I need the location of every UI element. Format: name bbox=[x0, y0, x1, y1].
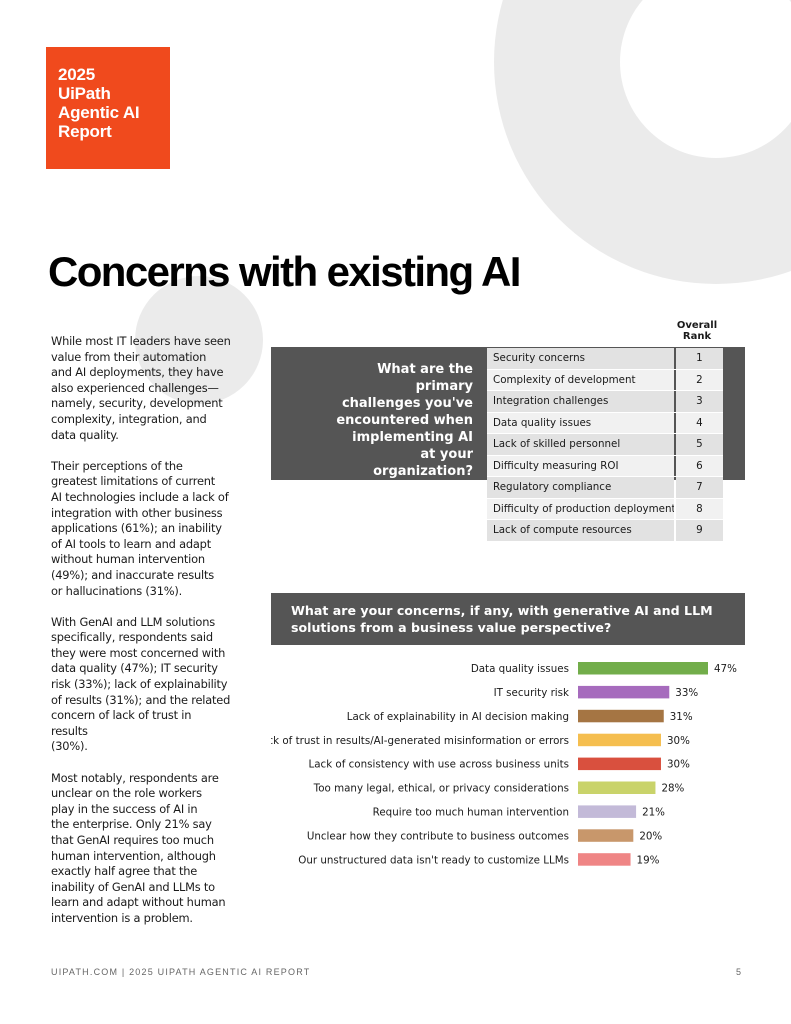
bar-category-label: Our unstructured data isn't ready to cus… bbox=[298, 854, 569, 866]
bar-value-label: 19% bbox=[637, 854, 660, 866]
bar-category-label: Too many legal, ethical, or privacy cons… bbox=[313, 783, 569, 795]
rank-row-number: 1 bbox=[675, 348, 723, 369]
rank-row-label: Lack of skilled personnel bbox=[487, 434, 674, 455]
bar-category-label: Unclear how they contribute to business … bbox=[307, 830, 569, 842]
report-badge: 2025 UiPath Agentic AI Report bbox=[46, 47, 170, 169]
rank-row-label: Integration challenges bbox=[487, 391, 674, 412]
rank-row: Difficulty measuring ROI 6 bbox=[487, 455, 723, 477]
bar-category-label: IT security risk bbox=[494, 687, 569, 699]
body-paragraph: Their perceptions of the greatest limita… bbox=[51, 458, 229, 598]
bar-category-label: Data quality issues bbox=[471, 663, 569, 675]
bar-value-label: 31% bbox=[670, 711, 693, 723]
rank-row-number: 3 bbox=[675, 391, 723, 412]
bar-value-label: 20% bbox=[639, 830, 662, 842]
rank-row-number: 5 bbox=[675, 434, 723, 455]
rank-row: Regulatory compliance 7 bbox=[487, 477, 723, 499]
bar-category-label: Lack of explainability in AI decision ma… bbox=[347, 711, 569, 723]
rank-row-label: Lack of compute resources bbox=[487, 520, 674, 541]
body-text: While most IT leaders have seen value fr… bbox=[51, 334, 231, 942]
bar bbox=[578, 662, 708, 675]
overall-rank-header: Overall Rank bbox=[676, 320, 718, 342]
bar-category-label: Require too much human intervention bbox=[373, 806, 569, 818]
page-title: Concerns with existing AI bbox=[48, 248, 521, 295]
rank-row: Data quality issues 4 bbox=[487, 412, 723, 434]
report-badge-text: 2025 UiPath Agentic AI Report bbox=[58, 65, 140, 141]
rank-row-label: Regulatory compliance bbox=[487, 477, 674, 498]
body-paragraph: While most IT leaders have seen value fr… bbox=[51, 334, 231, 442]
rank-row: Difficulty of production deployment 8 bbox=[487, 498, 723, 520]
bar bbox=[578, 709, 664, 723]
rank-row-number: 4 bbox=[675, 412, 723, 433]
bar bbox=[578, 781, 656, 794]
rank-row: Security concerns 1 bbox=[487, 348, 723, 370]
rank-row-label: Security concerns bbox=[487, 348, 674, 369]
footer-text: UIPATH.COM | 2025 UIPATH AGENTIC AI REPO… bbox=[51, 967, 311, 977]
rank-row-label: Difficulty measuring ROI bbox=[487, 455, 674, 476]
bar bbox=[578, 853, 631, 866]
rank-row: Lack of compute resources 9 bbox=[487, 520, 723, 542]
rank-row: Lack of skilled personnel 5 bbox=[487, 434, 723, 456]
rank-row-label: Difficulty of production deployment bbox=[487, 498, 674, 519]
bar-category-label: Lack of trust in results/AI-generated mi… bbox=[271, 735, 569, 747]
bar-value-label: 33% bbox=[675, 687, 698, 699]
body-paragraph: Most notably, respondents are unclear on… bbox=[51, 770, 226, 925]
rank-row-label: Complexity of development bbox=[487, 369, 674, 390]
bar bbox=[578, 829, 634, 842]
bar bbox=[578, 805, 637, 818]
bar bbox=[578, 733, 661, 747]
bar bbox=[578, 685, 670, 699]
bar-value-label: 30% bbox=[667, 735, 690, 747]
concerns-question: What are your concerns, if any, with gen… bbox=[291, 603, 713, 635]
rank-row-number: 8 bbox=[675, 498, 723, 519]
challenges-question: What are the primary challenges you've e… bbox=[336, 362, 473, 479]
rank-row-label: Data quality issues bbox=[487, 412, 674, 433]
bar-value-label: 28% bbox=[661, 783, 684, 795]
bar bbox=[578, 757, 661, 771]
rank-row-number: 2 bbox=[675, 369, 723, 390]
rank-row: Complexity of development 2 bbox=[487, 369, 723, 391]
body-paragraph: With GenAI and LLM solutions specificall… bbox=[51, 614, 231, 754]
bar-category-label: Lack of consistency with use across busi… bbox=[308, 759, 569, 771]
bar-value-label: 30% bbox=[667, 759, 690, 771]
rank-row: Integration challenges 3 bbox=[487, 391, 723, 413]
bar-value-label: 47% bbox=[714, 663, 737, 675]
challenges-rank-table: Security concerns 1 Complexity of developm… bbox=[487, 348, 723, 542]
concerns-question-panel: What are your concerns, if any, with gen… bbox=[271, 593, 745, 645]
rank-row-number: 6 bbox=[675, 455, 723, 476]
rank-row-number: 7 bbox=[675, 477, 723, 498]
bar-value-label: 21% bbox=[642, 806, 665, 818]
rank-row-number: 9 bbox=[675, 520, 723, 541]
page-number: 5 bbox=[736, 967, 742, 977]
concerns-bar-chart: Data quality issues 47% IT security risk 33… bbox=[271, 662, 737, 866]
